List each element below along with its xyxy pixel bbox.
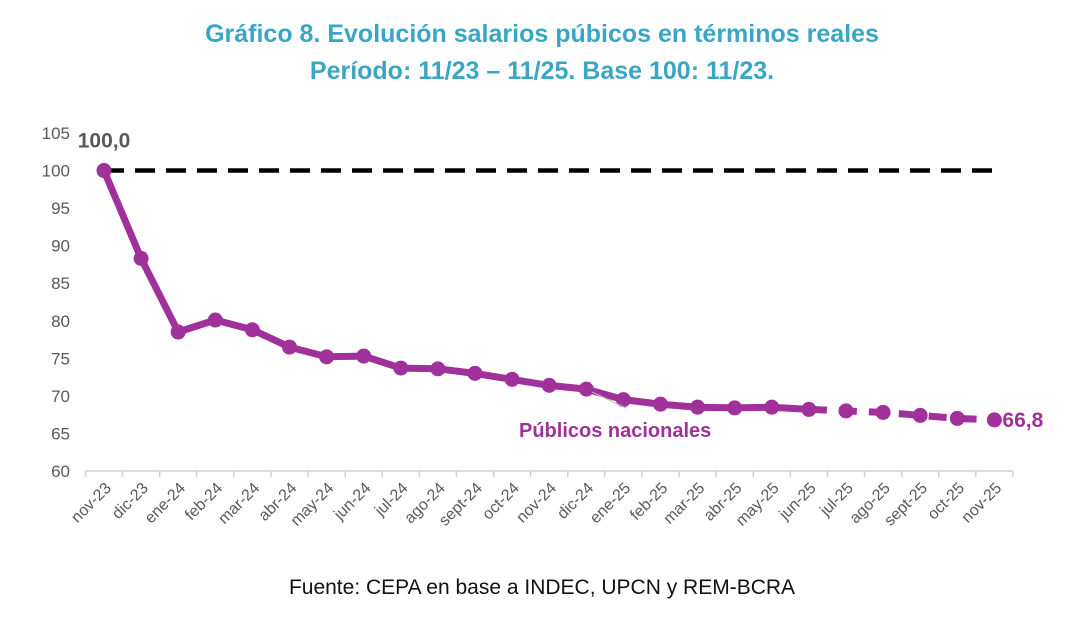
series-label-leader — [592, 391, 627, 409]
series-point — [653, 396, 668, 412]
source-note: Fuente: CEPA en base a INDEC, UPCN y REM… — [288, 576, 796, 599]
series-point — [393, 360, 409, 376]
y-tick-label: 75 — [51, 349, 70, 368]
x-tick-label: jun-25 — [776, 480, 820, 524]
series-label: Públicos nacionales — [519, 420, 711, 442]
series-point — [244, 322, 260, 338]
y-tick-label: 95 — [51, 199, 70, 218]
series-point — [430, 361, 446, 377]
series-point — [578, 381, 594, 397]
x-axis: nov-23dic-23ene-24feb-24mar-24abr-24may-… — [68, 470, 1014, 530]
series-point — [727, 400, 743, 416]
x-tick-label: mar-24 — [215, 480, 263, 528]
y-tick-label: 85 — [51, 274, 70, 293]
y-tick-label: 105 — [42, 124, 70, 143]
chart-subtitle: Período: 11/23 – 11/25. Base 100: 11/23. — [309, 57, 775, 85]
series-point — [764, 399, 780, 415]
series-line-solid — [100, 167, 813, 413]
series-line-projected — [808, 405, 995, 424]
series-point — [504, 371, 520, 387]
x-tick-label: nov-24 — [513, 480, 560, 527]
series-point — [949, 410, 965, 426]
series-point — [319, 349, 335, 365]
series-point — [96, 163, 112, 179]
series-point — [356, 348, 372, 364]
y-tick-label: 70 — [51, 387, 70, 406]
x-tick-label: nov-25 — [959, 480, 1006, 527]
series-point — [912, 407, 928, 423]
series-publicos-nacionales — [96, 163, 1002, 428]
y-tick-label: 60 — [51, 462, 70, 481]
series-point — [541, 377, 557, 393]
y-tick-label: 100 — [42, 162, 70, 181]
x-tick-label: mar-25 — [661, 480, 709, 528]
series-point — [875, 404, 891, 420]
series-point — [986, 412, 1002, 428]
y-tick-label: 90 — [51, 237, 70, 256]
series-point — [801, 401, 817, 417]
x-tick-label: jun-24 — [330, 480, 374, 524]
series-point — [467, 365, 483, 381]
series-point — [133, 250, 149, 266]
data-label-first: 100,0 — [78, 130, 131, 153]
data-labels: Públicos nacionales 100,0 66,8 — [78, 130, 1044, 442]
series-point — [170, 324, 186, 340]
x-tick-label: ene-24 — [142, 480, 189, 527]
x-tick-label: ene-25 — [587, 480, 634, 527]
y-tick-label: 65 — [51, 424, 70, 443]
series-point — [690, 399, 706, 415]
y-axis: 60 65 70 75 80 85 90 95 100 105 — [42, 124, 70, 481]
x-tick-label: nov-23 — [68, 480, 115, 527]
chart-title: Gráfico 8. Evolución salarios púbicos en… — [205, 20, 879, 48]
y-tick-label: 80 — [51, 312, 70, 331]
series-point — [838, 403, 854, 419]
data-label-last: 66,8 — [1002, 409, 1043, 432]
series-point — [207, 312, 223, 328]
series-point — [282, 339, 297, 355]
series-point — [615, 392, 631, 408]
